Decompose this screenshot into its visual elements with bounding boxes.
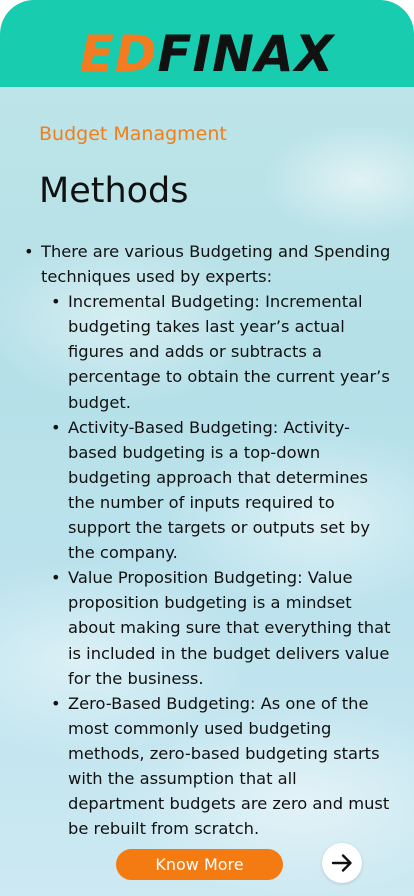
intro-text: There are various Budgeting and Spending… — [41, 242, 391, 287]
app-header: EDFINAX — [0, 0, 414, 87]
logo-ed: ED — [79, 25, 158, 83]
list-item: Activity-Based Budgeting: Activity-based… — [41, 415, 394, 566]
list-item: Value Proposition Budgeting: Value propo… — [41, 565, 394, 690]
list-item: Incremental Budgeting: Incremental budge… — [41, 289, 394, 414]
know-more-button[interactable]: Know More — [116, 849, 283, 880]
category-label: Budget Managment — [39, 123, 227, 145]
arrow-right-icon — [331, 854, 352, 872]
list-item: Zero-Based Budgeting: As one of the most… — [41, 691, 394, 842]
bullet-list: There are various Budgeting and Spending… — [22, 239, 394, 841]
page-title: Methods — [39, 171, 189, 211]
edfinax-logo: EDFINAX — [0, 24, 414, 84]
list-item: There are various Budgeting and Spending… — [22, 239, 394, 841]
logo-finax: FINAX — [157, 25, 335, 83]
sub-bullet-list: Incremental Budgeting: Incremental budge… — [41, 289, 394, 841]
next-button[interactable] — [322, 843, 362, 883]
methods-content: There are various Budgeting and Spending… — [22, 239, 394, 841]
